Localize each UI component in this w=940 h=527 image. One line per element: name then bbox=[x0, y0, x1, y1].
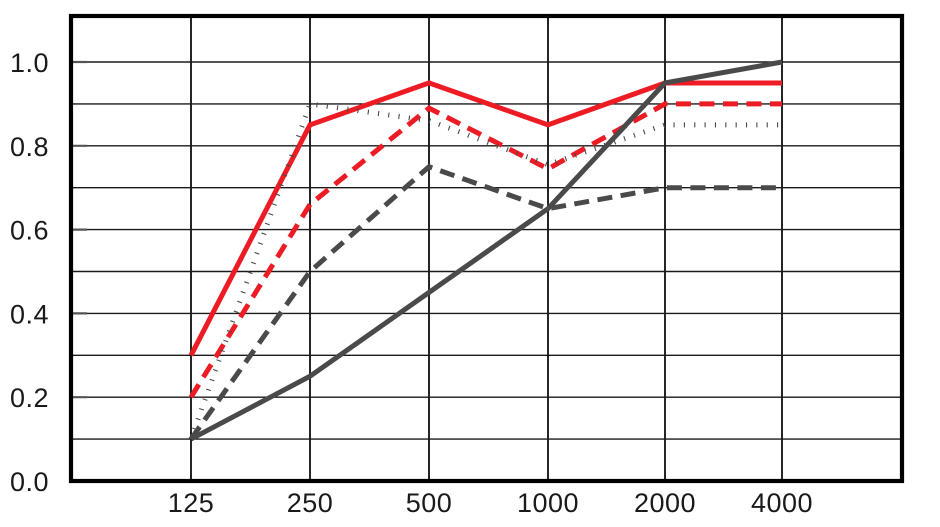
series-line-grey-dashed bbox=[188, 163, 782, 441]
y-axis-tick-label: 0.0 bbox=[10, 467, 49, 497]
data-series-group bbox=[188, 59, 783, 442]
y-axis-labels: 1.0 0.8 0.6 0.4 0.2 0.0 bbox=[10, 48, 49, 497]
x-axis-tick-label: 1000 bbox=[517, 488, 579, 518]
x-axis-labels: 125 250 500 1000 2000 4000 bbox=[168, 488, 813, 518]
plot-area-frame bbox=[68, 13, 905, 484]
series-line-grey-dotted bbox=[188, 101, 782, 440]
y-axis-tick-label: 0.8 bbox=[10, 132, 49, 162]
x-axis-tick-label: 2000 bbox=[634, 488, 696, 518]
y-axis-tick-label: 1.0 bbox=[10, 48, 49, 78]
series-line-grey-solid bbox=[189, 59, 783, 442]
x-axis-tick-label: 250 bbox=[287, 488, 334, 518]
y-axis-tick-label: 0.6 bbox=[10, 216, 49, 246]
series-line-red-dashed bbox=[188, 101, 782, 399]
vertical-gridlines bbox=[190, 16, 783, 481]
x-axis-tick-label: 125 bbox=[168, 488, 215, 518]
y-axis-tick-label: 0.4 bbox=[10, 299, 49, 329]
x-axis-tick-label: 4000 bbox=[751, 488, 813, 518]
x-axis-tick-label: 500 bbox=[406, 488, 453, 518]
series-line-red-solid bbox=[188, 80, 782, 357]
y-axis-tick-label: 0.2 bbox=[10, 383, 49, 413]
